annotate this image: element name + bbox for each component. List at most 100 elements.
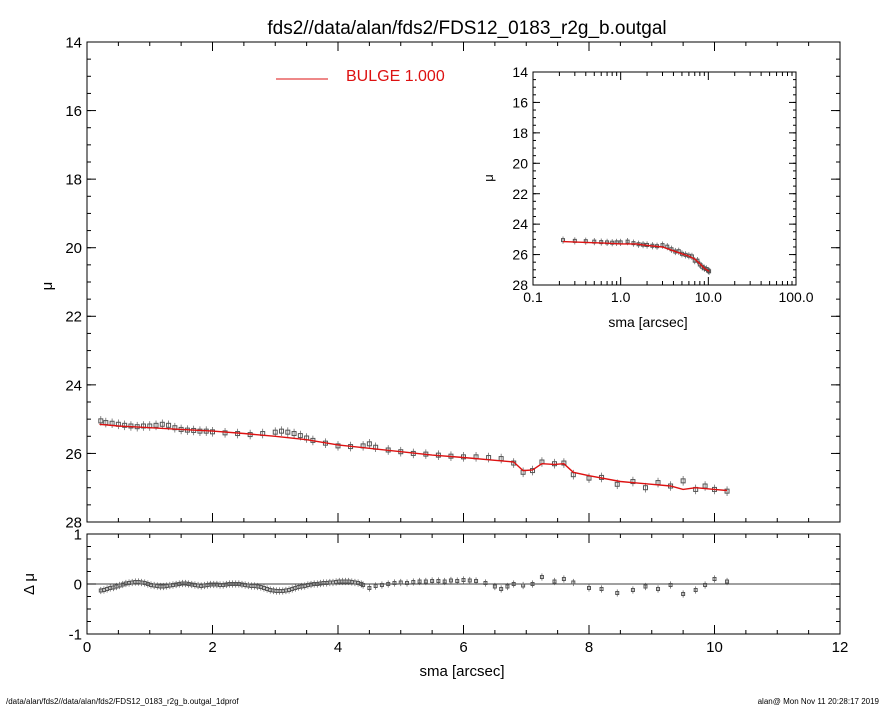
main-data-point: [153, 422, 159, 428]
resid-data-point: [392, 581, 397, 585]
main-data-point: [279, 428, 285, 434]
resid-data-point: [511, 582, 516, 586]
resid-x-axis-label: sma [arcsec]: [419, 663, 504, 680]
main-y-axis-label: μ: [39, 282, 56, 291]
resid-data-point: [373, 584, 378, 588]
main-data-point: [159, 421, 165, 427]
inset-y-tick-label: 22: [512, 186, 528, 202]
resid-data-point: [668, 583, 673, 587]
main-data-point: [98, 418, 104, 424]
resid-data-point: [615, 591, 620, 595]
main-y-tick-label: 28: [65, 514, 82, 531]
resid-y-tick-label: 1: [74, 526, 82, 543]
main-data-point: [291, 431, 297, 437]
main-data-point: [724, 488, 730, 494]
resid-data-point: [386, 582, 391, 586]
main-y-tick-label: 20: [65, 240, 82, 257]
inset-x-tick-label: 100.0: [778, 289, 813, 305]
resid-data-point: [474, 579, 479, 583]
resid-x-tick-label: 8: [585, 639, 593, 656]
resid-x-tick-label: 0: [83, 639, 91, 656]
resid-data-point: [448, 578, 453, 583]
legend: BULGE 1.000: [276, 68, 445, 85]
inset-background: [533, 72, 796, 285]
main-y-tick-label: 26: [65, 446, 82, 463]
main-data-point: [272, 429, 278, 435]
main-y-tick-label: 18: [65, 172, 82, 189]
resid-y-tick-label: -1: [69, 626, 82, 643]
resid-data-point: [379, 583, 384, 587]
resid-data-point: [599, 587, 604, 591]
inset-y-axis-label: μ: [481, 174, 496, 182]
footer-file-path: /data/alan/fds2//data/alan/fds2/FDS12_01…: [6, 697, 239, 706]
main-y-tick-label: 24: [65, 377, 82, 394]
inset-y-tick-label: 28: [512, 277, 528, 293]
resid-data-point: [530, 582, 535, 586]
resid-y-axis-label: Δ μ: [21, 573, 38, 595]
legend-label: BULGE 1.000: [346, 68, 445, 85]
resid-data-point: [630, 588, 635, 592]
resid-x-tick-label: 10: [706, 639, 723, 656]
residual-panel: 0 2 4 6 8 10 12-101: [69, 526, 849, 656]
inset-data-point: [625, 239, 630, 244]
resid-data-point: [405, 581, 410, 585]
main-data-point: [285, 429, 291, 435]
main-profile-panel: 14 16 18 20 22 24 26 28: [65, 34, 841, 531]
resid-data-point: [417, 579, 422, 584]
resid-data-point: [398, 580, 403, 585]
resid-data-point: [423, 579, 428, 584]
resid-y-tick-label: 0: [74, 576, 82, 593]
resid-data-point: [725, 579, 730, 584]
resid-x-tick-label: 2: [208, 639, 216, 656]
inset-x-tick-label: 1.0: [611, 289, 631, 305]
resid-x-tick-label: 4: [334, 639, 342, 656]
resid-data-point: [571, 580, 576, 585]
inset-y-tick-label: 18: [512, 125, 528, 141]
resid-data-point: [411, 580, 416, 584]
resid-data-point: [467, 578, 472, 583]
inset-y-tick-label: 24: [512, 216, 528, 232]
resid-data-point: [681, 592, 686, 596]
resid-data-point: [492, 584, 497, 589]
inset-data-point: [702, 266, 707, 271]
resid-data-point: [442, 579, 447, 584]
resid-x-tick-label: 6: [459, 639, 467, 656]
main-data-point: [614, 481, 620, 487]
inset-profile-panel: 0.1 1.0 10.0 100.0 14 16 18 20 22 24 26 28: [512, 64, 813, 305]
inset-y-tick-label: 20: [512, 155, 528, 171]
main-y-tick-label: 16: [65, 103, 82, 120]
resid-data-point: [656, 587, 661, 591]
resid-data-point: [693, 588, 698, 592]
resid-data-point: [505, 584, 510, 589]
resid-data-point: [643, 584, 648, 589]
inset-x-axis-label: sma [arcsec]: [608, 314, 687, 330]
resid-data-point: [461, 578, 466, 582]
resid-x-tick-label: 12: [832, 639, 849, 656]
resid-data-point: [561, 577, 566, 581]
main-data-point: [166, 422, 172, 428]
resid-data-point: [455, 579, 460, 583]
main-data-point: [642, 485, 648, 491]
resid-data-point: [361, 583, 366, 587]
main-data-point: [680, 478, 686, 484]
resid-data-point: [483, 581, 488, 585]
main-data-point: [297, 433, 303, 439]
footer-timestamp: alan@ Mon Nov 11 20:28:17 2019: [757, 697, 879, 706]
main-y-tick-label: 14: [65, 34, 82, 51]
resid-data-point: [587, 586, 591, 590]
inset-x-tick-label: 10.0: [695, 289, 722, 305]
resid-data-point: [430, 579, 435, 583]
resid-data-point: [703, 583, 708, 587]
main-data-point: [630, 479, 636, 485]
inset-x-tick-label: 0.1: [523, 289, 543, 305]
main-data-point: [561, 460, 567, 466]
main-model-line: [99, 423, 728, 492]
inset-model-line: [562, 240, 710, 272]
inset-y-tick-label: 16: [512, 94, 528, 110]
inset-y-tick-label: 14: [512, 64, 528, 80]
resid-data-point: [499, 587, 504, 591]
main-y-tick-label: 22: [65, 309, 82, 326]
resid-data-point: [552, 579, 557, 584]
main-data-point: [335, 443, 341, 449]
